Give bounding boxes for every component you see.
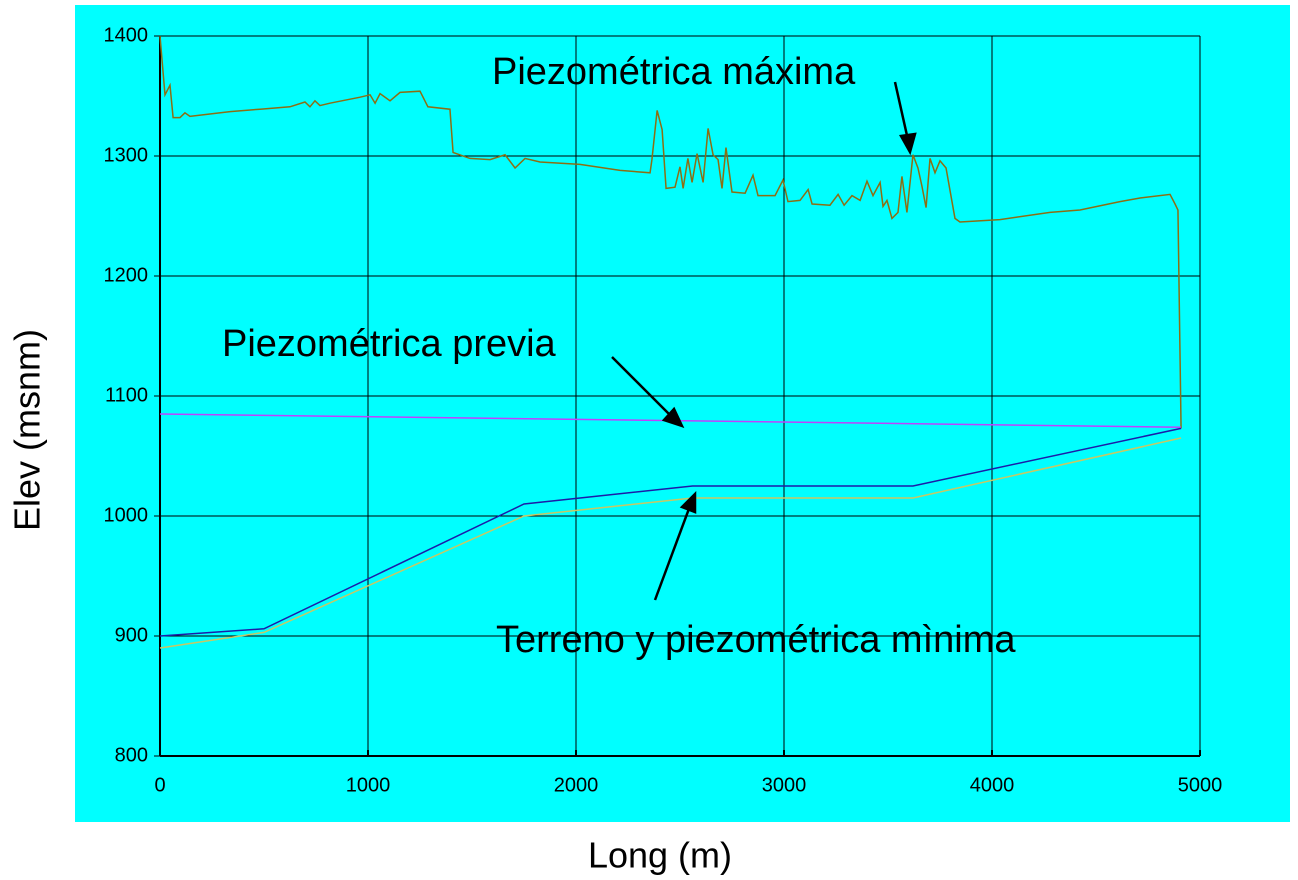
arrow	[893, 81, 910, 141]
series-line	[159, 427, 1182, 637]
plot-background	[75, 5, 1290, 822]
y-tick-label: 900	[115, 624, 148, 646]
arrowhead	[661, 406, 685, 429]
y-tick-label: 1000	[104, 504, 149, 526]
x-axis-title: Long (m)	[588, 835, 732, 876]
arrow	[611, 356, 673, 418]
series-line	[159, 35, 1182, 429]
arrowhead	[899, 132, 917, 156]
annotation: Terreno y piezométrica mìnima	[496, 619, 1016, 661]
x-tick-label: 4000	[970, 774, 1015, 796]
y-axis-title: Elev (msnm)	[7, 329, 48, 531]
y-tick-label: 1200	[104, 264, 149, 286]
x-tick-label: 3000	[762, 774, 807, 796]
y-tick-label: 1400	[104, 24, 149, 46]
arrow	[653, 505, 692, 601]
x-tick-label: 5000	[1178, 774, 1223, 796]
x-tick-label: 1000	[346, 774, 391, 796]
series-line	[159, 437, 1182, 649]
y-tick-label: 1300	[104, 144, 149, 166]
arrowhead	[679, 490, 697, 514]
x-tick-label: 2000	[554, 774, 599, 796]
y-tick-label: 800	[115, 744, 148, 766]
y-tick-label: 1100	[105, 384, 148, 406]
x-tick-label: 0	[154, 774, 165, 796]
annotation: Piezométrica máxima	[492, 51, 856, 93]
arrows	[611, 81, 917, 601]
annotation: Piezométrica previa	[222, 323, 557, 365]
